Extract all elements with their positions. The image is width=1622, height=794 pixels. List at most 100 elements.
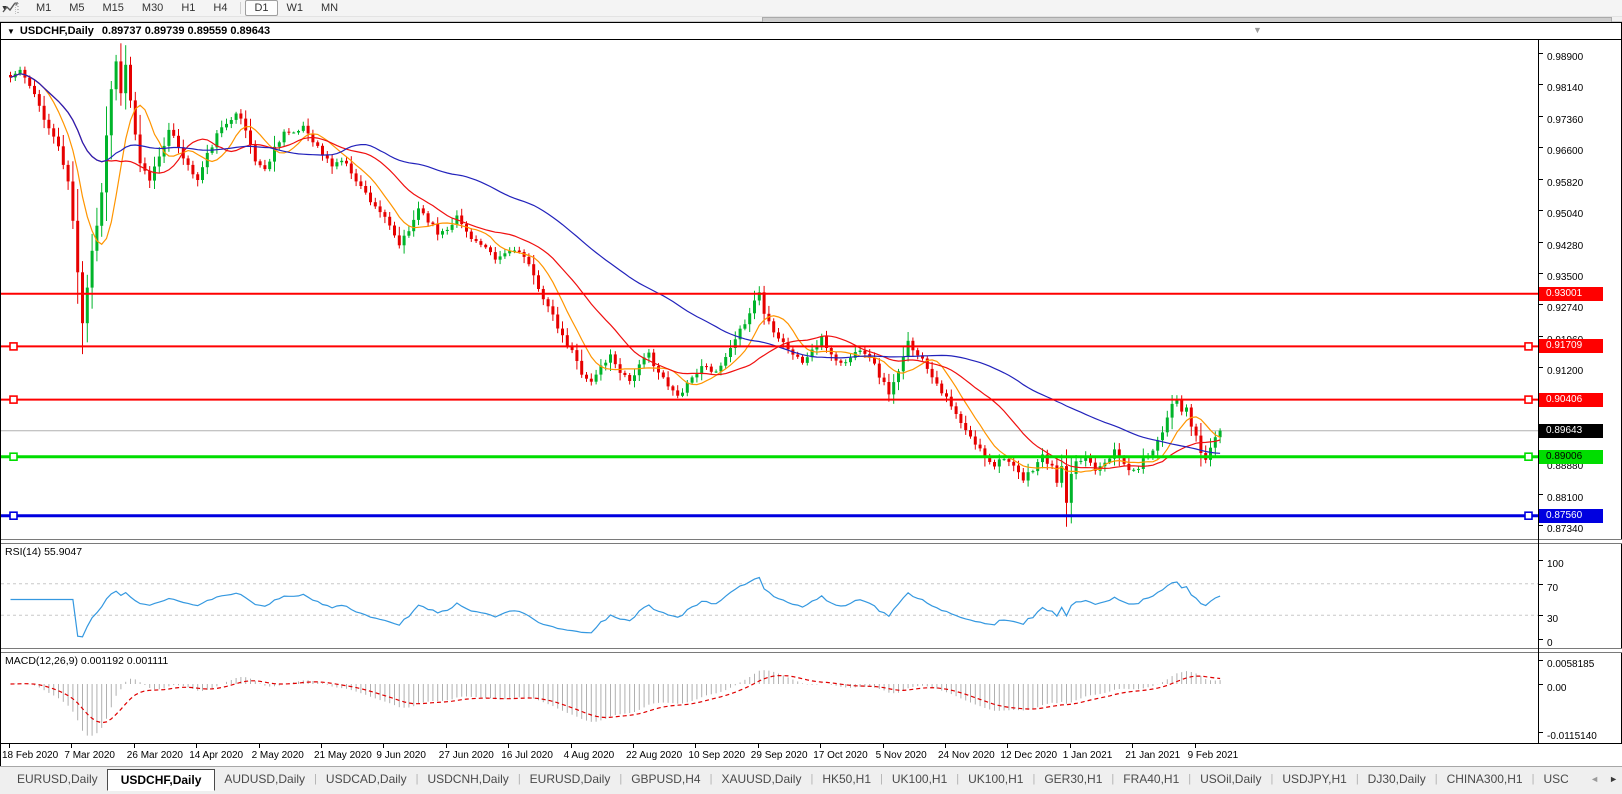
chart-tab-usdcnh-daily[interactable]: USDCNH,Daily — [427, 772, 509, 786]
time-axis-label: 21 Jan 2021 — [1125, 750, 1181, 761]
time-axis-tick — [9, 744, 10, 748]
time-axis-label: 4 Aug 2020 — [563, 750, 615, 761]
chart-menu-caret-icon[interactable]: ▼ — [7, 26, 15, 36]
rsi-axis-label: 30 — [1539, 609, 1558, 625]
main-price-chart[interactable] — [1, 39, 1538, 539]
tab-divider: | — [314, 773, 317, 785]
macd-indicator-panel[interactable] — [1, 653, 1538, 743]
price-axis-tick: 0.98900 — [1539, 47, 1583, 63]
timeframe-button-m5[interactable]: M5 — [69, 2, 85, 14]
time-axis-label: 5 Nov 2020 — [875, 750, 927, 761]
price-axis-tick: 0.97360 — [1539, 110, 1583, 126]
chart-tab-fra40-h1[interactable]: FRA40,H1 — [1123, 772, 1180, 786]
macd-indicator-label: MACD(12,26,9) 0.001192 0.001111 — [5, 655, 169, 667]
tab-scroll-left-icon[interactable]: ◄ — [1590, 774, 1600, 784]
time-axis-label: 17 Oct 2020 — [813, 750, 868, 761]
timeframe-button-w1[interactable]: W1 — [286, 2, 304, 14]
chart-tab-xauusd-daily[interactable]: XAUUSD,Daily — [721, 772, 802, 786]
time-axis-tick — [1194, 744, 1196, 748]
timeframe-button-m1[interactable]: M1 — [35, 2, 52, 14]
panel-splitter[interactable] — [1, 648, 1622, 653]
chart-tab-eurusd-daily[interactable]: EURUSD,Daily — [529, 772, 611, 786]
chart-tab-usdchf-daily[interactable]: USDCHF,Daily — [106, 768, 216, 791]
tab-divider: | — [1111, 773, 1115, 785]
tab-scroll-right-icon[interactable]: ► — [1609, 774, 1618, 784]
tab-divider: | — [1531, 773, 1535, 785]
time-axis-label: 27 Jun 2020 — [438, 750, 494, 761]
tab-divider: | — [810, 773, 814, 785]
price-axis-tick: 0.92740 — [1539, 298, 1583, 314]
price-axis-border — [1538, 39, 1539, 744]
toolbar-grip[interactable] — [14, 2, 21, 14]
time-axis-label: 9 Feb 2021 — [1187, 750, 1239, 761]
price-axis-tick: 0.87340 — [1539, 519, 1583, 535]
time-axis-label: 9 Jun 2020 — [376, 750, 426, 761]
chart-tab-usdjpy-h1[interactable]: USDJPY,H1 — [1282, 772, 1347, 786]
time-axis-label: 24 Nov 2020 — [938, 750, 995, 761]
rsi-axis-label: 70 — [1539, 578, 1558, 594]
time-axis-tick — [633, 744, 634, 748]
price-line-label: 0.93001 — [1539, 286, 1603, 301]
time-axis-label: 16 Jul 2020 — [501, 750, 553, 761]
time-axis-tick — [882, 744, 884, 748]
chart-tab-eurusd-daily[interactable]: EURUSD,Daily — [17, 772, 98, 786]
tab-divider: | — [517, 773, 521, 785]
timeframe-buttons: M1 M5 M15 M30 H1 H4 D1 W1 MN — [27, 0, 347, 16]
price-axis-tick: 0.91200 — [1539, 361, 1583, 377]
price-axis-tick: 0.98140 — [1539, 78, 1583, 94]
tab-divider: | — [1434, 773, 1438, 785]
chart-tab-uk100-h1[interactable]: UK100,H1 — [891, 772, 948, 786]
time-axis-tick — [757, 744, 759, 748]
chart-tab-hk50-h1[interactable]: HK50,H1 — [822, 772, 872, 786]
chart-shift-marker-icon[interactable]: ▼ — [1253, 25, 1262, 35]
time-axis-label: 22 Aug 2020 — [626, 750, 683, 761]
price-line-label: 0.87560 — [1539, 508, 1603, 523]
chart-tab-usc[interactable]: USC — [1543, 772, 1568, 786]
time-axis-tick — [321, 744, 322, 748]
price-line-label: 0.91709 — [1539, 339, 1603, 354]
timeframe-button-h4[interactable]: H4 — [213, 2, 228, 14]
price-axis-tick: 0.94280 — [1539, 236, 1583, 252]
timeframe-toolbar: ▼ M1 M5 M15 M30 H1 H4 D1 W1 MN — [0, 0, 1622, 17]
price-axis-tick: 0.96600 — [1539, 141, 1583, 157]
chart-tab-dj30-daily[interactable]: DJ30,Daily — [1367, 772, 1426, 786]
time-axis-label: 29 Sep 2020 — [750, 750, 808, 761]
chart-tab-china300-h1[interactable]: CHINA300,H1 — [1446, 772, 1523, 786]
tab-divider: | — [415, 773, 419, 785]
tab-divider: | — [1032, 773, 1036, 785]
chevron-down-icon[interactable]: ▼ — [1, 4, 8, 12]
timeframe-button-m15[interactable]: M15 — [102, 2, 124, 14]
chart-tab-ger30-h1[interactable]: GER30,H1 — [1044, 772, 1103, 786]
price-axis-tick: 0.95040 — [1539, 204, 1583, 220]
timeframe-button-m30[interactable]: M30 — [141, 2, 164, 14]
chart-tab-uk100-h1[interactable]: UK100,H1 — [968, 772, 1024, 786]
time-axis-label: 2 May 2020 — [251, 750, 304, 761]
tab-scroll-controls: ◄ ► — [1590, 772, 1618, 786]
timeframe-button-mn[interactable]: MN — [321, 2, 339, 14]
chart-tabs: EURUSD,Daily USDCHF,Daily AUDUSD,Daily | USD… — [8, 767, 1568, 791]
rsi-indicator-label: RSI(14) 55.9047 — [5, 546, 83, 558]
time-axis-label: 7 Mar 2020 — [64, 750, 115, 761]
timeframe-button-d1[interactable]: D1 — [245, 0, 278, 16]
chart-tool-icon[interactable] — [2, 1, 20, 15]
time-axis-tick — [71, 744, 73, 748]
timeframe-button-h1[interactable]: H1 — [181, 2, 196, 14]
chart-tab-usoil-daily[interactable]: USOil,Daily — [1200, 772, 1262, 786]
panel-splitter[interactable] — [1, 539, 1622, 544]
time-axis[interactable]: 18 Feb 2020 7 Mar 2020 26 Mar 2020 14 Apr 2… — [1, 744, 1622, 767]
chart-ohlc-values: 0.89737 0.89739 0.89559 0.89643 — [101, 25, 271, 37]
time-axis-label: 10 Sep 2020 — [688, 750, 746, 761]
price-axis[interactable]: 0.98900 0.98140 0.97360 0.96600 0.95820 0.950… — [1539, 23, 1622, 767]
time-axis-tick — [570, 744, 572, 748]
chart-tab-gbpusd-h4[interactable]: GBPUSD,H4 — [631, 772, 701, 786]
rsi-indicator-panel[interactable] — [1, 544, 1538, 648]
time-axis-label: 18 Feb 2020 — [2, 750, 59, 761]
time-axis-tick — [1007, 744, 1009, 748]
chart-tab-usdcad-daily[interactable]: USDCAD,Daily — [325, 772, 407, 786]
time-axis-tick — [1069, 744, 1071, 748]
time-axis-label: 21 May 2020 — [314, 750, 372, 761]
chart-tab-audusd-daily[interactable]: AUDUSD,Daily — [224, 772, 306, 786]
tab-divider: | — [1270, 773, 1274, 785]
toolbar-divider — [240, 2, 242, 14]
chart-tab-bar: EURUSD,Daily USDCHF,Daily AUDUSD,Daily | USD… — [0, 766, 1622, 794]
